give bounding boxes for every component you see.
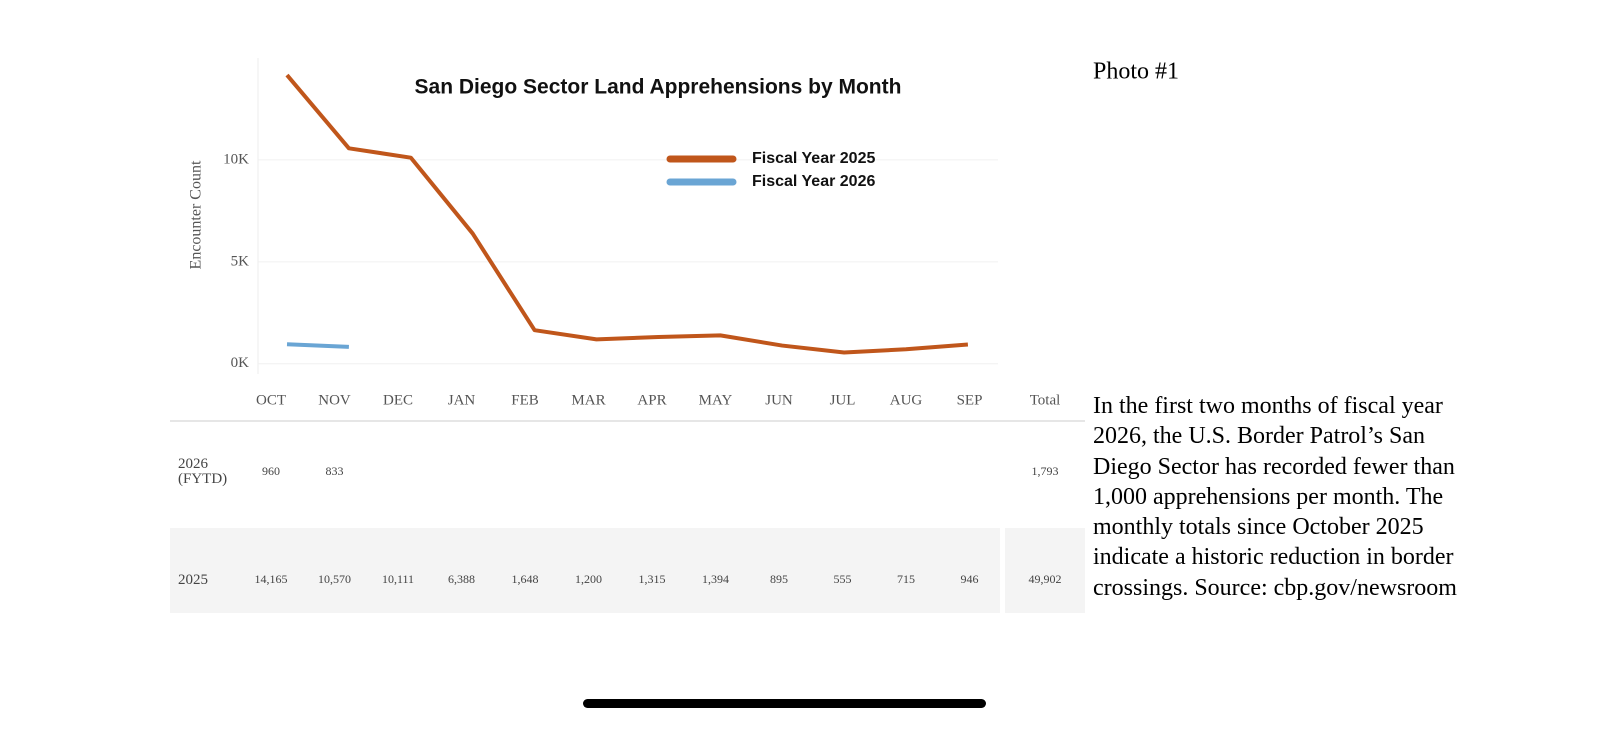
x-tick-label: APR <box>637 392 666 408</box>
table-cell: 10,570 <box>318 572 351 586</box>
table-cell: 1,315 <box>639 572 666 586</box>
table-cell: 946 <box>961 572 979 586</box>
row-label: 2025 <box>178 571 208 588</box>
x-tick-label: MAR <box>571 392 605 408</box>
x-tick-label: NOV <box>318 392 351 408</box>
y-tick-label: 0K <box>231 355 250 371</box>
table-cell: 960 <box>262 464 280 478</box>
y-tick-label: 10K <box>223 151 249 167</box>
series-line <box>286 342 349 349</box>
row-band <box>1005 528 1085 613</box>
caption-box: In the first two months of fiscal year 2… <box>1093 393 1457 601</box>
x-tick-label: FEB <box>511 392 539 408</box>
row-band <box>170 528 1000 613</box>
table-cell: 14,165 <box>255 572 288 586</box>
home-indicator <box>583 699 986 708</box>
x-tick-label: JUL <box>830 392 856 408</box>
x-tick-label: SEP <box>957 392 983 408</box>
table-header: Total <box>1030 392 1061 408</box>
legend-label: Fiscal Year 2026 <box>752 173 875 190</box>
table-cell: 1,200 <box>575 572 602 586</box>
row-label: 2026 (FYTD) <box>178 456 228 487</box>
table-cell: 6,388 <box>448 572 475 586</box>
row-label-box: 2026 (FYTD) <box>178 456 228 487</box>
caption-text: In the first two months of fiscal year 2… <box>1093 393 1457 601</box>
chart-title: San Diego Sector Land Apprehensions by M… <box>415 76 902 99</box>
caption-title: Photo #1 <box>1093 59 1179 85</box>
table-cell: 10,111 <box>382 572 414 586</box>
table-cell: 715 <box>897 572 915 586</box>
table-cell: 555 <box>834 572 852 586</box>
table-cell: 1,648 <box>512 572 539 586</box>
table-total: 49,902 <box>1029 572 1062 586</box>
x-tick-label: DEC <box>383 392 413 408</box>
table-total: 1,793 <box>1032 464 1059 478</box>
x-tick-label: MAY <box>699 392 733 408</box>
x-tick-label: AUG <box>890 392 923 408</box>
table-cell: 895 <box>770 572 788 586</box>
x-tick-label: JUN <box>765 392 793 408</box>
legend-label: Fiscal Year 2025 <box>752 150 875 167</box>
table-cell: 833 <box>326 464 344 478</box>
y-tick-label: 5K <box>231 253 250 269</box>
x-tick-label: OCT <box>256 392 286 408</box>
y-axis-label: Encounter Count <box>188 160 205 269</box>
row-label-box: 2025 <box>178 571 208 588</box>
table-cell: 1,394 <box>702 572 729 586</box>
series-line <box>285 73 969 355</box>
x-tick-label: JAN <box>448 392 476 408</box>
